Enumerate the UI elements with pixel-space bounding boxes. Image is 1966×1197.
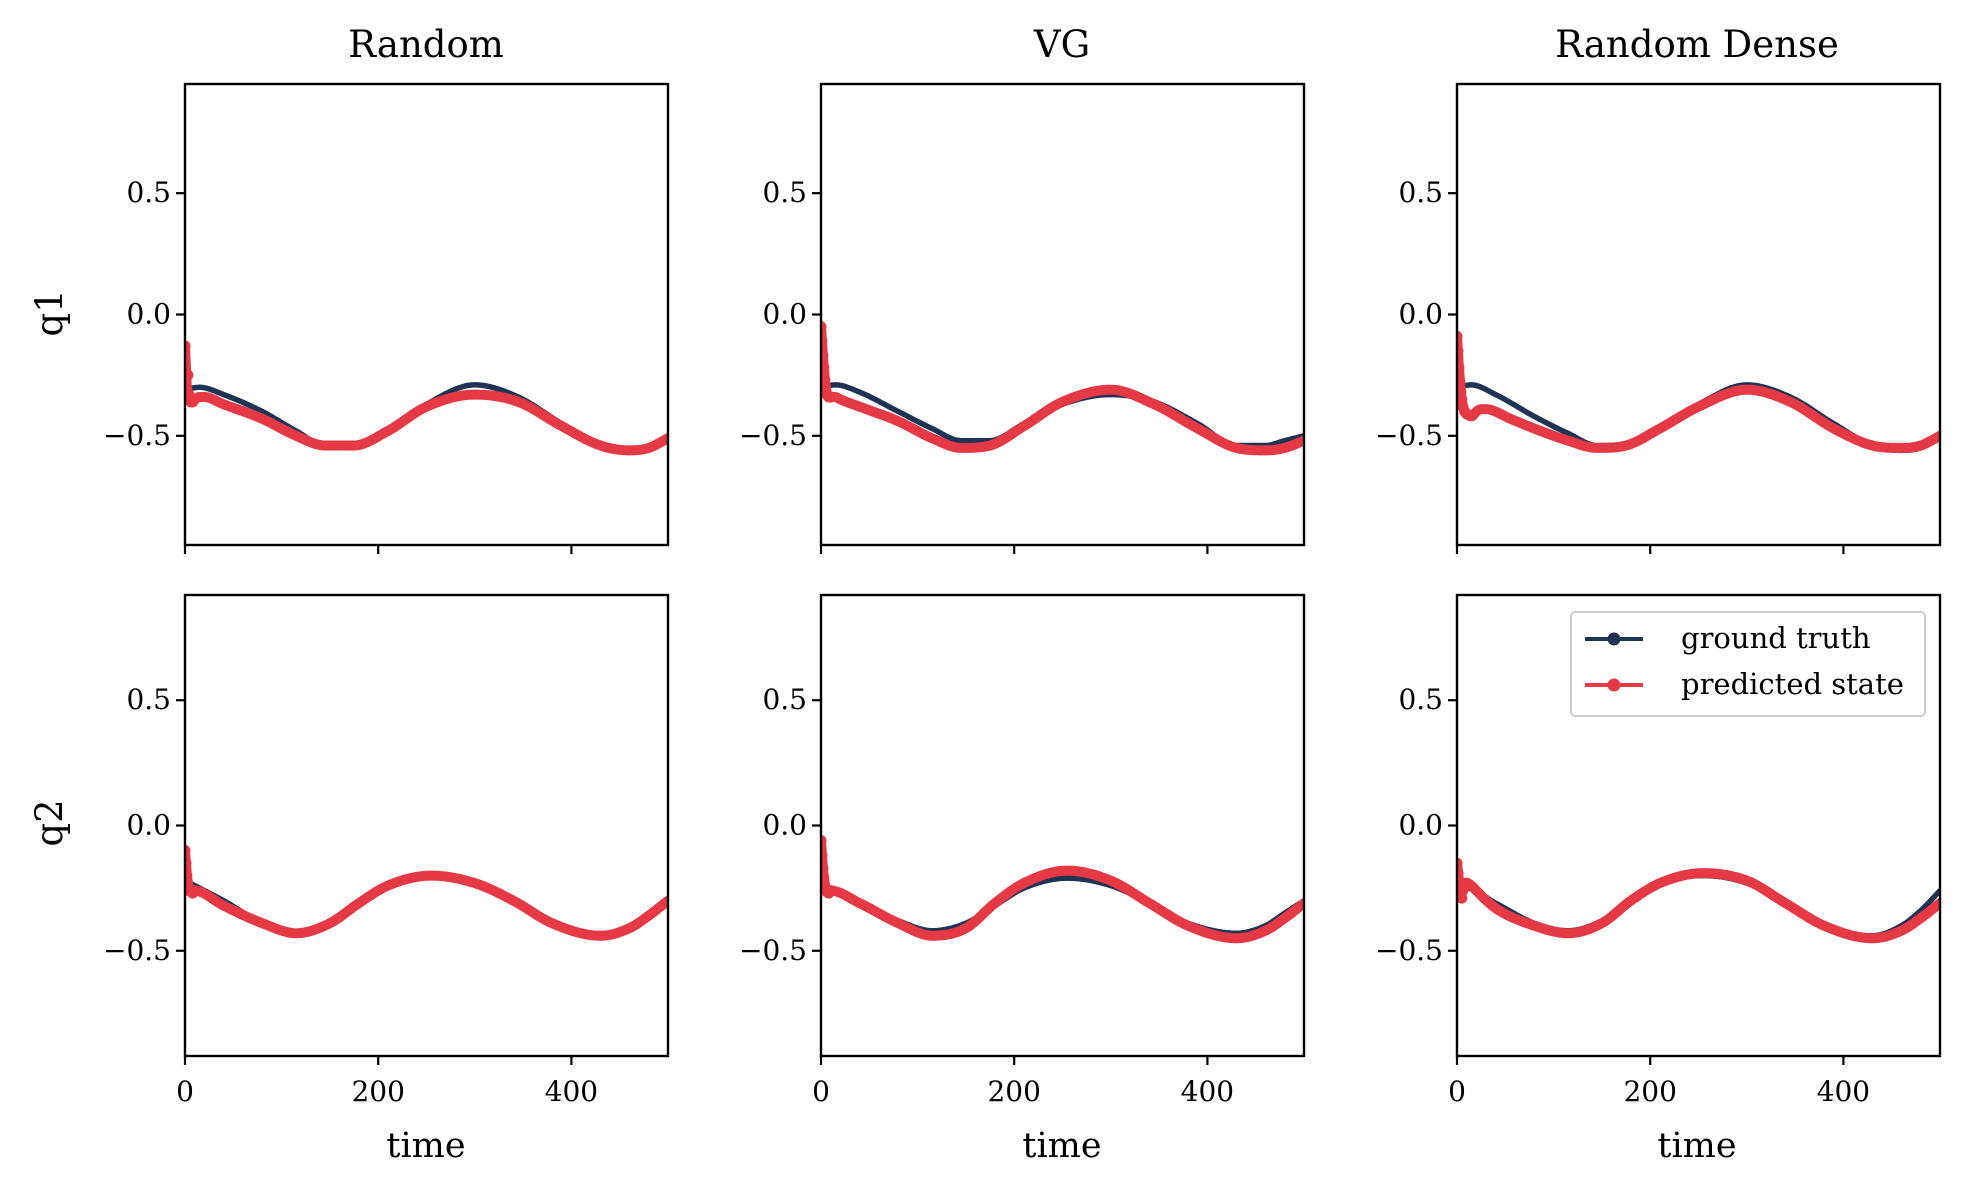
panel-random-dense-q2-series-predicted-state (1457, 857, 1940, 944)
panel-random-q1: −0.5 0.0 0.5 (103, 82, 670, 554)
panel-random-dense-q2-x-tick-label: 200 (1623, 1075, 1676, 1108)
panel-vg-q1-point (821, 374, 831, 386)
x-axis-label-random: time (386, 1126, 465, 1166)
legend-label-predicted-state: predicted state (1681, 667, 1904, 701)
panel-vg-q2-x-tick-label: 200 (987, 1075, 1040, 1108)
panel-random-q1-point (189, 393, 201, 405)
panel-vg-q2: −0.5 0.0 0.5 0 200 400 (739, 593, 1306, 1108)
panel-random-dense-q2-x-tick-label: 0 (1448, 1075, 1466, 1108)
legend-marker-predicted-state (1607, 678, 1621, 692)
panel-vg-q2-y-tick-label: −0.5 (739, 934, 807, 967)
panel-vg-q1-point (821, 335, 828, 347)
panel-random-q2-x-tick-label: 200 (351, 1075, 404, 1108)
panel-vg-q1-y-tick-label: 0.0 (762, 298, 807, 331)
column-title-random-dense: Random Dense (1555, 23, 1839, 66)
legend-label-ground-truth: ground truth (1681, 621, 1871, 655)
panel-random-q1-y-tick-label: −0.5 (103, 419, 171, 452)
x-axis-label-vg: time (1022, 1126, 1101, 1166)
panel-random-dense-q2: −0.5 0.0 0.5 0 200 400 (1375, 593, 1942, 1108)
row-labels: q1 q2 (28, 289, 71, 846)
legend-entry-ground-truth: ground truth (1585, 621, 1871, 655)
panel-vg-q2-point (821, 850, 828, 862)
x-axis-label-random-dense: time (1657, 1126, 1736, 1166)
panel-random-q2-line-predicted-state (185, 845, 668, 941)
panel-random-dense-q1-series-predicted-state (1457, 330, 1940, 453)
panel-vg-q2-x-tick-label: 400 (1181, 1075, 1234, 1108)
column-title-vg: VG (1033, 23, 1090, 66)
panel-vg-q2-x-tick-label: 0 (812, 1075, 830, 1108)
panel-random-dense-q2-line-predicted-state (1457, 858, 1940, 944)
panel-random-dense-q1-y-tick-label: 0.0 (1398, 298, 1443, 331)
panel-random-dense-q1-point (1457, 362, 1465, 374)
panel-random-dense-q2-point (1461, 877, 1473, 889)
panel-random-dense-q1-y-tick-label: 0.5 (1398, 176, 1443, 209)
panel-vg-q1-point (821, 321, 827, 333)
panel-vg-q2-line-predicted-state (821, 835, 1304, 944)
legend-marker-ground-truth (1607, 632, 1621, 646)
panel-random-q2-x-tick-label: 0 (176, 1075, 194, 1108)
panel-random-dense-q1-point (1457, 345, 1464, 357)
panel-random-q2-point (185, 845, 191, 857)
panel-random-dense-q2-x-tick-label: 400 (1817, 1075, 1870, 1108)
panel-vg-q1-y-tick-label: −0.5 (739, 419, 807, 452)
row-label-q2: q2 (28, 799, 71, 846)
panel-random-q1-y-tick-label: 0.0 (126, 298, 171, 331)
panel-vg-q2-point (821, 835, 827, 847)
panel-random-q1-series-predicted-state (185, 340, 668, 456)
panel-random-q2-point (189, 885, 201, 897)
panel-random-dense-q1: −0.5 0.0 0.5 (1375, 82, 1942, 554)
panel-random-q1-point (185, 369, 194, 381)
panel-vg-q2-y-tick-label: 0.5 (762, 683, 807, 716)
panel-random-q2-series-predicted-state (185, 845, 668, 941)
legend-entry-predicted-state: predicted state (1585, 667, 1904, 701)
column-titles: Random VG Random Dense (348, 23, 1839, 66)
panel-random-q1-point (185, 340, 191, 352)
panel-random-q1-y-tick-label: 0.5 (126, 176, 171, 209)
panel-random-q2-y-tick-label: 0.5 (126, 683, 171, 716)
panel-random-dense-q1-line-predicted-state (1457, 331, 1940, 453)
panel-random-q2-point (185, 870, 193, 882)
panel-vg-q2-point (821, 862, 829, 874)
panel-random-q2-point (185, 857, 192, 869)
panel-vg-q1-series-predicted-state (821, 321, 1304, 456)
panel-vg-q1-line-predicted-state (821, 321, 1304, 456)
panel-random-q2-y-tick-label: −0.5 (103, 934, 171, 967)
panel-random-dense-q2-point (1457, 857, 1463, 869)
panel-random-dense-q1-point (1457, 330, 1463, 342)
legend-box (1570, 611, 1926, 717)
row-label-q1: q1 (28, 289, 71, 336)
panel-random-q2-y-tick-label: 0.0 (126, 809, 171, 842)
panel-random-dense-q2-y-tick-label: 0.0 (1398, 809, 1443, 842)
panel-vg-q1-point (821, 362, 830, 374)
panel-vg-q1-point (825, 391, 837, 403)
panel-random-q2-x-tick-label: 400 (545, 1075, 598, 1108)
panel-random-q1-line-predicted-state (185, 341, 668, 456)
x-axis-labels: time time time (386, 1126, 1736, 1166)
column-title-random: Random (348, 23, 504, 66)
panel-random-dense-q1-point (1461, 408, 1473, 420)
subplot-grid: −0.5 0.0 0.5 −0.5 0.0 0.5 −0.5 0.0 0.5 −0.5 0.0 0.5… (103, 82, 1942, 1108)
panel-vg-q2-y-tick-label: 0.0 (762, 809, 807, 842)
panel-vg-q1: −0.5 0.0 0.5 (739, 82, 1306, 554)
panel-vg-q2-series-predicted-state (821, 835, 1304, 944)
panel-vg-q2-point (825, 885, 837, 897)
panel-vg-q1-y-tick-label: 0.5 (762, 176, 807, 209)
panel-random-dense-q1-y-tick-label: −0.5 (1375, 419, 1443, 452)
panel-random-dense-q2-y-tick-label: 0.5 (1398, 683, 1443, 716)
legend: ground truth predicted state (1570, 611, 1926, 717)
panel-vg-q1-point (821, 350, 829, 362)
panel-random-dense-q2-y-tick-label: −0.5 (1375, 934, 1443, 967)
panel-random-dense-q1-point (1457, 376, 1466, 388)
panel-random-q2: −0.5 0.0 0.5 0 200 400 (103, 593, 670, 1108)
